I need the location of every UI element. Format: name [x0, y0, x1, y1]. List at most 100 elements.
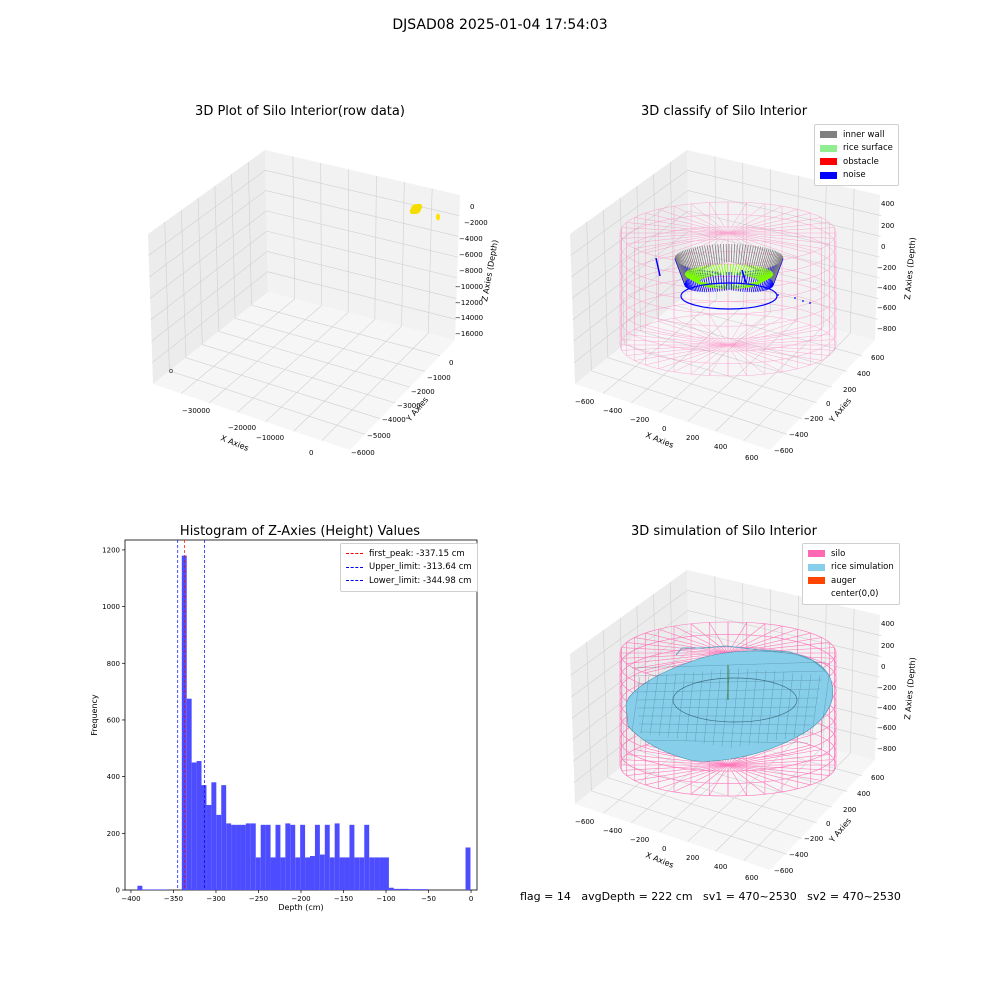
- rice-surface-point: [745, 265, 754, 277]
- grid-line: [823, 182, 827, 327]
- hist-bar: [191, 762, 197, 890]
- silo-floor-spoke: [727, 744, 811, 766]
- grid-line: [689, 251, 879, 299]
- rice-surface-point: [735, 264, 741, 276]
- classified-point-streak: [744, 244, 749, 266]
- grid-line: [571, 210, 689, 299]
- silo-floor-spoke: [690, 764, 729, 795]
- swatch-blue: [820, 171, 837, 179]
- p2-ytick-6: −600: [774, 447, 793, 455]
- mesh-line: [667, 673, 677, 738]
- classified-point-streak: [701, 270, 708, 293]
- hist-bar: [403, 888, 409, 890]
- p4-floor-pane: [575, 712, 875, 870]
- classified-point-streak: [752, 269, 759, 293]
- classify-3d-axes: −600 −400 −200 0 200 400 600 X Axies 600…: [570, 150, 917, 462]
- silo-floor-spoke: [727, 764, 822, 781]
- noise-point-cluster: [741, 269, 747, 284]
- silo-top-spoke: [673, 232, 729, 261]
- rice-surface-point: [737, 264, 744, 276]
- p1-back-right-pane: [265, 150, 460, 340]
- legend-label: Upper_limit: -313.64 cm: [369, 562, 472, 573]
- grid-line: [849, 608, 855, 754]
- grid-line: [742, 162, 744, 306]
- swatch-gray: [820, 131, 837, 139]
- hist-bar: [147, 889, 153, 890]
- classified-point-streak: [706, 245, 712, 267]
- p2-floor-pane: [575, 292, 875, 450]
- p4-rice-surface: [625, 645, 833, 762]
- grid-line: [214, 185, 220, 332]
- legend-item-inner-wall: inner wall: [820, 128, 893, 142]
- grid-line: [164, 221, 170, 371]
- classified-point-streak: [674, 257, 686, 284]
- grid-line: [266, 230, 458, 279]
- p1-ytick-3: −3000: [397, 402, 421, 410]
- mesh-line: [757, 670, 767, 744]
- p1-ztick-1: −2000: [464, 219, 488, 227]
- classified-point-streak: [750, 270, 757, 293]
- silo-floor-spoke: [727, 759, 835, 766]
- grid-line: [374, 175, 377, 320]
- silo-top-spoke: [727, 232, 835, 239]
- p2-xtick-6: 600: [745, 454, 758, 462]
- p2-ytick-3: 0: [826, 400, 830, 408]
- silo-top-spoke: [634, 232, 729, 249]
- hist-bar: [157, 889, 163, 890]
- silo-floor-spoke: [690, 344, 729, 375]
- classified-point-streak: [754, 269, 762, 293]
- hist-bar: [285, 823, 291, 890]
- silo-floor-spoke: [727, 344, 811, 366]
- p1-xtick-1: −20000: [228, 424, 256, 432]
- p1-ytick-2: −2000: [411, 388, 435, 396]
- legend-item-rice-surface: rice surface: [820, 142, 893, 156]
- rice-surface-point: [747, 265, 757, 277]
- hist-bar: [260, 824, 266, 890]
- hist-bar: [339, 857, 345, 890]
- p1-xtick-3: 0: [309, 449, 313, 457]
- classified-point-streak: [696, 246, 704, 270]
- p4-ylabel: Y Axies: [827, 816, 853, 845]
- rice-surface-point: [701, 265, 711, 277]
- p2-xlabel: X Axies: [644, 431, 675, 450]
- grid-line: [321, 332, 429, 441]
- p1-ztick-3: −6000: [459, 251, 483, 259]
- silo-top-spoke: [626, 642, 729, 654]
- p1-ytick-4: −4000: [382, 416, 406, 424]
- silo-top-spoke: [727, 232, 830, 244]
- p1-xlabel: X Axies: [219, 434, 250, 453]
- p2-y-ticks: 600 400 200 0 −200 −400 −600: [774, 354, 884, 455]
- silo-top-spoke: [727, 222, 830, 234]
- silo-top-spoke: [634, 637, 729, 654]
- hist-bar: [329, 857, 335, 890]
- classified-point-streak: [674, 256, 686, 283]
- classified-point-streak: [722, 244, 725, 263]
- rice-surface-point: [684, 273, 700, 283]
- p2-z-ticks: 400 200 0 −200 −400 −600 −800: [877, 200, 896, 333]
- classified-point-streak: [742, 244, 747, 266]
- hist-xlabel: Depth (cm): [278, 903, 323, 912]
- p1-z-ticks: 0 −2000 −4000 −6000 −8000 −10000 −12000 …: [455, 203, 488, 338]
- hist-bar: [137, 885, 143, 890]
- noise-ring: [680, 282, 778, 310]
- silo-floor-spoke: [634, 329, 729, 346]
- grid-line: [265, 169, 460, 217]
- classified-point-streak: [759, 247, 768, 272]
- p2-x-ticks: −600 −400 −200 0 200 400 600: [575, 398, 758, 462]
- grid-line: [152, 271, 268, 363]
- p2-gridlines: [570, 156, 882, 441]
- hist-bar: [236, 824, 241, 890]
- grid-line: [572, 230, 689, 320]
- p4-legend: silo rice simulation auger center(0,0): [802, 543, 900, 605]
- p1-xtick-2: −10000: [256, 434, 284, 442]
- hist-xtick-label: −250: [249, 895, 268, 903]
- silo-floor-spoke: [727, 749, 822, 766]
- grid-line: [687, 589, 882, 637]
- grid-line: [265, 319, 376, 422]
- p1-yellow-cluster-main: [409, 203, 423, 215]
- classified-point-streak: [694, 247, 702, 271]
- rice-surface-point: [743, 282, 752, 289]
- grid-line: [181, 209, 187, 358]
- hist-bar: [250, 823, 256, 890]
- grid-line: [251, 304, 441, 357]
